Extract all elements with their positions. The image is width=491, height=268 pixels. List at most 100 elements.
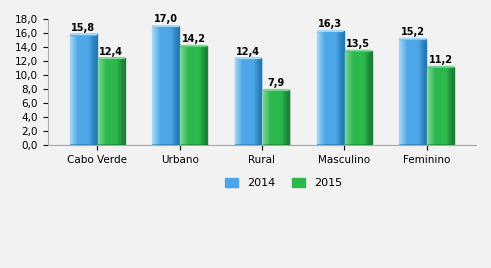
Bar bbox=[411, 39, 412, 145]
Bar bbox=[188, 46, 189, 145]
Bar bbox=[348, 51, 349, 145]
Bar bbox=[117, 58, 118, 145]
Bar bbox=[258, 58, 259, 145]
Bar bbox=[173, 26, 174, 145]
Text: 16,3: 16,3 bbox=[318, 19, 342, 29]
Bar bbox=[424, 39, 425, 145]
Bar bbox=[365, 51, 366, 145]
Bar bbox=[71, 34, 72, 145]
Bar bbox=[173, 26, 174, 145]
Bar bbox=[404, 39, 405, 145]
Bar bbox=[122, 58, 123, 145]
Bar bbox=[280, 90, 281, 145]
Bar bbox=[333, 31, 334, 145]
Bar bbox=[203, 46, 204, 145]
Bar bbox=[197, 46, 198, 145]
Bar bbox=[256, 58, 257, 145]
Bar bbox=[436, 67, 437, 145]
Bar bbox=[445, 67, 446, 145]
Bar bbox=[423, 39, 424, 145]
Bar bbox=[101, 58, 102, 145]
Bar bbox=[182, 46, 183, 145]
Bar bbox=[437, 67, 438, 145]
Bar bbox=[102, 58, 103, 145]
Bar bbox=[323, 31, 324, 145]
Bar bbox=[200, 46, 201, 145]
Bar bbox=[249, 58, 250, 145]
Bar bbox=[81, 34, 82, 145]
Bar bbox=[451, 67, 452, 145]
Bar bbox=[353, 51, 354, 145]
Bar bbox=[280, 90, 281, 145]
Bar bbox=[366, 51, 367, 145]
Bar bbox=[269, 90, 270, 145]
Bar bbox=[408, 39, 409, 145]
Bar bbox=[162, 26, 163, 145]
Bar bbox=[266, 90, 267, 145]
Bar bbox=[446, 67, 447, 145]
Bar bbox=[440, 67, 441, 145]
Bar bbox=[442, 67, 443, 145]
Bar bbox=[403, 39, 404, 145]
Bar bbox=[152, 26, 153, 145]
Bar bbox=[184, 46, 185, 145]
Bar bbox=[322, 31, 323, 145]
Bar bbox=[163, 26, 164, 145]
Bar bbox=[439, 67, 440, 145]
Bar bbox=[183, 46, 184, 145]
Bar bbox=[204, 46, 205, 145]
Bar bbox=[422, 39, 423, 145]
Bar bbox=[105, 58, 106, 145]
Bar bbox=[424, 39, 425, 145]
Bar bbox=[288, 90, 289, 145]
Bar bbox=[319, 31, 320, 145]
Bar bbox=[241, 58, 242, 145]
Bar bbox=[181, 46, 182, 145]
Bar bbox=[449, 67, 450, 145]
Bar bbox=[120, 58, 121, 145]
Ellipse shape bbox=[345, 50, 371, 51]
Text: 14,2: 14,2 bbox=[182, 34, 206, 44]
Bar bbox=[154, 26, 155, 145]
Bar bbox=[253, 58, 254, 145]
Bar bbox=[192, 46, 193, 145]
Bar bbox=[75, 34, 76, 145]
Bar bbox=[285, 90, 286, 145]
Bar bbox=[326, 31, 327, 145]
Bar bbox=[335, 31, 336, 145]
Bar bbox=[419, 39, 420, 145]
Bar bbox=[121, 58, 122, 145]
Bar bbox=[158, 26, 159, 145]
Bar bbox=[406, 39, 407, 145]
Bar bbox=[330, 31, 331, 145]
Bar bbox=[334, 31, 335, 145]
Bar bbox=[195, 46, 196, 145]
Bar bbox=[159, 26, 160, 145]
Bar bbox=[172, 26, 173, 145]
Bar bbox=[96, 34, 97, 145]
Bar bbox=[278, 90, 279, 145]
Bar bbox=[251, 58, 252, 145]
Bar bbox=[254, 58, 255, 145]
Bar bbox=[342, 31, 343, 145]
Text: 11,2: 11,2 bbox=[429, 55, 453, 65]
Bar bbox=[99, 58, 100, 145]
Bar bbox=[405, 39, 406, 145]
Bar bbox=[452, 67, 453, 145]
Bar bbox=[275, 90, 276, 145]
Bar bbox=[156, 26, 157, 145]
Bar bbox=[263, 90, 264, 145]
Bar bbox=[124, 58, 125, 145]
Bar bbox=[175, 26, 176, 145]
Bar bbox=[430, 67, 431, 145]
Bar bbox=[284, 90, 285, 145]
Bar bbox=[333, 31, 334, 145]
Bar bbox=[252, 58, 253, 145]
Bar bbox=[122, 58, 123, 145]
Bar bbox=[364, 51, 365, 145]
Bar bbox=[171, 26, 172, 145]
Bar bbox=[115, 58, 116, 145]
Bar bbox=[199, 46, 200, 145]
Bar bbox=[361, 51, 362, 145]
Bar bbox=[156, 26, 157, 145]
